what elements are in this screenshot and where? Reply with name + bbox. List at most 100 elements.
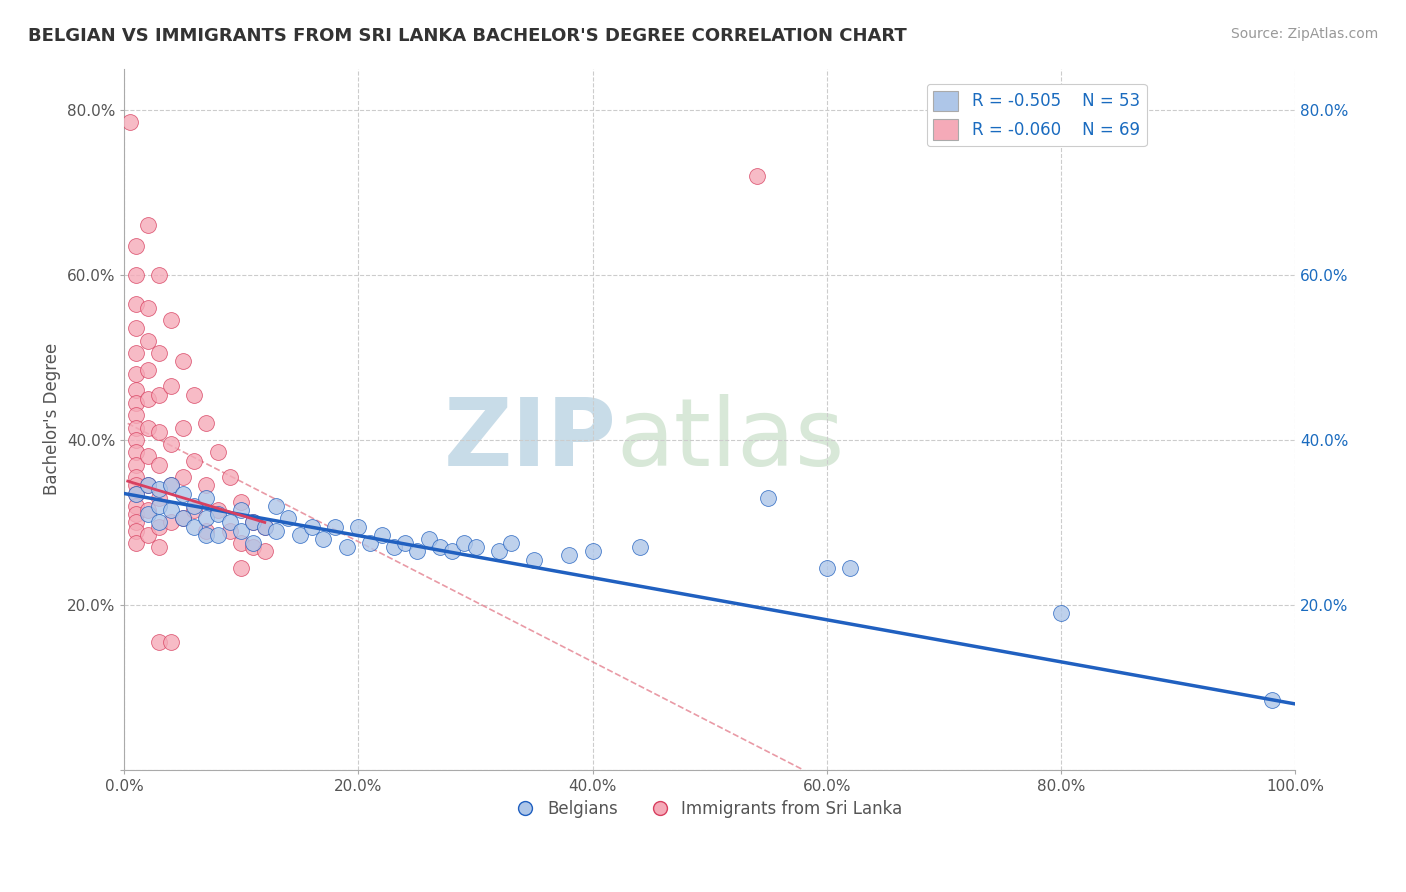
- Point: [125, 321, 148, 335]
- Point: [394, 536, 416, 550]
- Point: [125, 486, 148, 500]
- Point: [172, 420, 194, 434]
- Point: [183, 499, 205, 513]
- Point: [1050, 606, 1073, 620]
- Point: [277, 511, 299, 525]
- Point: [195, 417, 218, 431]
- Point: [125, 268, 148, 282]
- Point: [125, 507, 148, 521]
- Text: ZIP: ZIP: [443, 394, 616, 486]
- Point: [195, 524, 218, 538]
- Point: [323, 519, 346, 533]
- Point: [125, 420, 148, 434]
- Point: [266, 499, 288, 513]
- Point: [136, 334, 159, 348]
- Point: [183, 453, 205, 467]
- Point: [136, 392, 159, 406]
- Point: [148, 635, 170, 649]
- Point: [429, 540, 451, 554]
- Point: [125, 486, 148, 500]
- Point: [523, 552, 546, 566]
- Point: [148, 519, 170, 533]
- Point: [136, 219, 159, 233]
- Point: [1261, 693, 1284, 707]
- Point: [125, 367, 148, 381]
- Point: [172, 470, 194, 484]
- Point: [148, 499, 170, 513]
- Text: Source: ZipAtlas.com: Source: ZipAtlas.com: [1230, 27, 1378, 41]
- Point: [148, 516, 170, 530]
- Point: [231, 524, 253, 538]
- Point: [499, 536, 522, 550]
- Point: [136, 363, 159, 377]
- Point: [231, 561, 253, 575]
- Point: [125, 478, 148, 492]
- Point: [464, 540, 486, 554]
- Point: [301, 519, 323, 533]
- Point: [148, 483, 170, 497]
- Point: [120, 115, 142, 129]
- Point: [253, 519, 276, 533]
- Point: [125, 296, 148, 310]
- Point: [172, 511, 194, 525]
- Point: [160, 503, 183, 517]
- Point: [418, 532, 440, 546]
- Point: [406, 544, 429, 558]
- Point: [136, 503, 159, 517]
- Point: [745, 169, 768, 183]
- Point: [125, 536, 148, 550]
- Point: [125, 239, 148, 253]
- Point: [148, 268, 170, 282]
- Y-axis label: Bachelor's Degree: Bachelor's Degree: [44, 343, 60, 495]
- Point: [207, 507, 229, 521]
- Point: [125, 433, 148, 447]
- Point: [148, 540, 170, 554]
- Point: [148, 387, 170, 401]
- Point: [336, 540, 359, 554]
- Point: [125, 516, 148, 530]
- Point: [125, 396, 148, 410]
- Point: [207, 528, 229, 542]
- Point: [231, 503, 253, 517]
- Point: [136, 478, 159, 492]
- Point: [488, 544, 510, 558]
- Point: [242, 536, 264, 550]
- Point: [125, 445, 148, 459]
- Point: [160, 437, 183, 451]
- Point: [125, 458, 148, 472]
- Point: [195, 511, 218, 525]
- Point: [347, 519, 370, 533]
- Point: [312, 532, 335, 546]
- Point: [160, 313, 183, 327]
- Point: [218, 524, 240, 538]
- Point: [628, 540, 651, 554]
- Point: [382, 540, 405, 554]
- Point: [160, 635, 183, 649]
- Point: [136, 450, 159, 464]
- Point: [207, 503, 229, 517]
- Point: [371, 528, 394, 542]
- Point: [558, 549, 581, 563]
- Point: [441, 544, 464, 558]
- Text: atlas: atlas: [616, 394, 845, 486]
- Point: [758, 491, 780, 505]
- Point: [172, 486, 194, 500]
- Point: [242, 540, 264, 554]
- Point: [242, 516, 264, 530]
- Legend: Belgians, Immigrants from Sri Lanka: Belgians, Immigrants from Sri Lanka: [510, 794, 910, 825]
- Point: [218, 516, 240, 530]
- Point: [231, 495, 253, 509]
- Point: [125, 408, 148, 422]
- Point: [136, 420, 159, 434]
- Point: [453, 536, 475, 550]
- Point: [160, 379, 183, 393]
- Point: [266, 524, 288, 538]
- Point: [253, 519, 276, 533]
- Point: [136, 478, 159, 492]
- Point: [160, 516, 183, 530]
- Point: [183, 503, 205, 517]
- Point: [195, 491, 218, 505]
- Point: [839, 561, 862, 575]
- Point: [183, 519, 205, 533]
- Point: [218, 470, 240, 484]
